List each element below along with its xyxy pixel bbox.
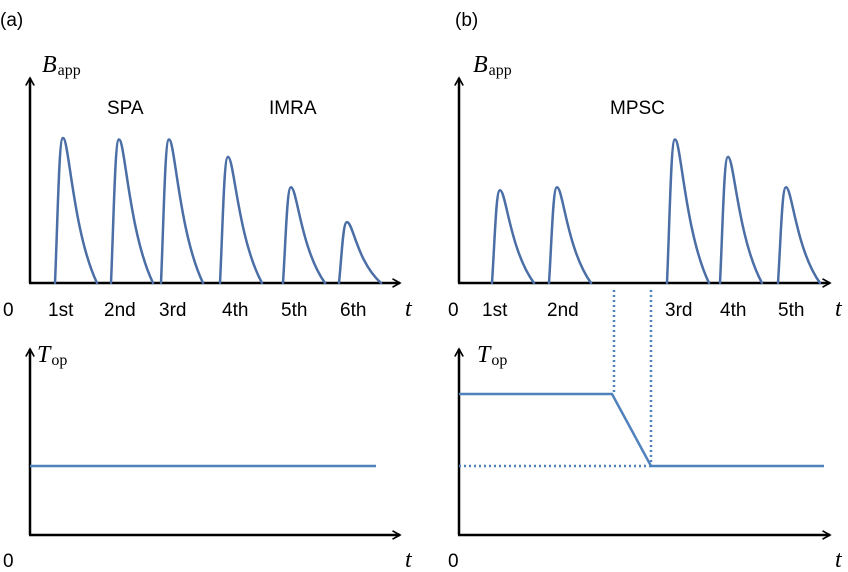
panel-a-pulse-6 bbox=[337, 220, 383, 285]
panel-a-label-spa: SPA bbox=[107, 98, 144, 119]
panel-b-pulse-labels: 1st 2nd 3rd 4th 5th bbox=[482, 300, 804, 321]
panel-b-bottom-origin: 0 bbox=[448, 551, 459, 572]
panel-b-pulse-label-2: 2nd bbox=[547, 300, 579, 321]
panel-a-pulse-1 bbox=[53, 136, 99, 285]
panel-a-bottom-x-label: t bbox=[405, 547, 413, 572]
panel-b-pulse-label-4: 4th bbox=[720, 300, 746, 321]
panel-a-pulse-label-3: 3rd bbox=[159, 300, 186, 321]
panel-b-pulse-3 bbox=[665, 138, 711, 285]
panel-a-bottom-origin: 0 bbox=[3, 551, 14, 572]
panel-a-pulse-3 bbox=[159, 138, 205, 285]
panel-a-pulse-label-5: 5th bbox=[281, 300, 307, 321]
panel-b-pulse-label-3: 3rd bbox=[665, 300, 692, 321]
panel-b-pulse-2 bbox=[547, 186, 593, 285]
panel-b-top-origin: 0 bbox=[448, 300, 459, 321]
panel-a-top-y-label: Bapp bbox=[42, 52, 81, 79]
panel-a-top-x-label: t bbox=[405, 296, 413, 322]
panel-a-bottom-y-label: Top bbox=[37, 342, 67, 369]
panel-a-pulse-4 bbox=[218, 155, 264, 285]
panel-b-bottom: Top t 0 bbox=[448, 342, 843, 572]
panel-b-top-y-label: Bapp bbox=[473, 52, 512, 79]
panel-b-top: Bapp t 0 MPSC 1st 2nd 3rd 4th 5th bbox=[448, 52, 843, 322]
panel-a-label-imra: IMRA bbox=[269, 98, 317, 119]
panel-b-pulse-label-5: 5th bbox=[778, 300, 804, 321]
panel-b-bottom-x-label: t bbox=[835, 547, 843, 572]
panel-b-pulse-label-1: 1st bbox=[482, 300, 508, 321]
panel-b-temperature-line bbox=[459, 392, 824, 468]
panel-a-top-origin: 0 bbox=[3, 300, 14, 321]
panel-b-bottom-y-label: Top bbox=[477, 342, 507, 369]
panel-a-bottom: Top t 0 bbox=[3, 342, 413, 572]
panel-b-pulse-4 bbox=[718, 155, 764, 285]
panel-a-pulse-5 bbox=[281, 186, 327, 285]
panel-a-pulse-2 bbox=[109, 138, 155, 285]
panel-b-pulses bbox=[490, 138, 822, 285]
panel-a-top: Bapp t 0 SPA IMRA 1st 2nd 3rd 4th 5th 6th bbox=[3, 52, 413, 322]
panel-b-label-mpsc: MPSC bbox=[610, 98, 665, 119]
panel-a-pulse-label-4: 4th bbox=[222, 300, 248, 321]
panel-b-tag: (b) bbox=[455, 10, 478, 31]
panel-a-pulse-label-2: 2nd bbox=[104, 300, 136, 321]
panel-b-pulse-1 bbox=[490, 188, 536, 285]
panel-a-pulses bbox=[53, 136, 383, 285]
panel-b-pulse-5 bbox=[776, 186, 822, 285]
panel-a-pulse-labels: 1st 2nd 3rd 4th 5th 6th bbox=[48, 300, 366, 321]
panel-a-tag: (a) bbox=[0, 10, 23, 31]
panel-a-pulse-label-1: 1st bbox=[48, 300, 74, 321]
panel-b-top-x-label: t bbox=[835, 296, 843, 322]
panel-a-pulse-label-6: 6th bbox=[340, 300, 366, 321]
